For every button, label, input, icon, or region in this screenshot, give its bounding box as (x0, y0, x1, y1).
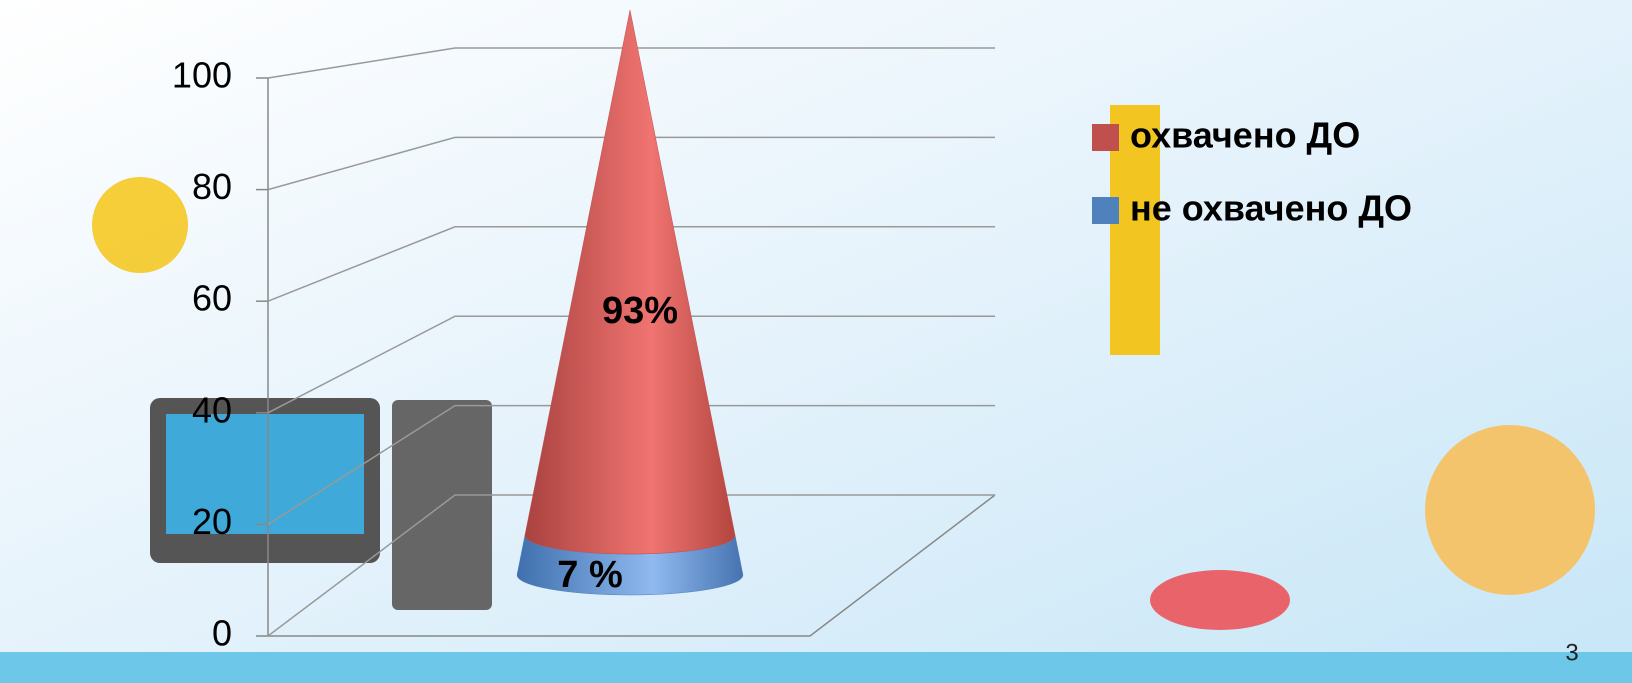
floor-edge (268, 494, 996, 637)
dancer-clipart (1150, 570, 1290, 630)
legend-swatch (1092, 197, 1119, 224)
sun-clipart (92, 177, 188, 273)
bottom-strip (0, 652, 1632, 683)
y-tick-label: 0 (212, 613, 232, 654)
y-tick-label: 20 (192, 501, 232, 542)
data-label: 7 % (557, 554, 622, 596)
data-label: 93% (602, 290, 678, 332)
monitor-screen (166, 414, 364, 534)
legend-label: охвачено ДО (1130, 115, 1360, 156)
y-tick-label: 100 (172, 55, 232, 96)
chart: 0 20 40 60 80 100 7 % 93% охвачено ДО не охвачено… (172, 9, 1412, 654)
page-number: 3 (1565, 639, 1578, 666)
grid-line (267, 47, 995, 79)
grid-line (267, 226, 995, 302)
grid-line (267, 315, 995, 414)
legend-label: не охвачено ДО (1130, 188, 1412, 229)
palette-clipart (1425, 425, 1595, 595)
grid-line (267, 404, 995, 526)
legend-swatch (1092, 124, 1119, 151)
y-tick-label: 80 (192, 166, 232, 207)
y-tick-label: 60 (192, 278, 232, 319)
cone-segment (524, 9, 736, 555)
grid-line (267, 494, 995, 637)
grid-line (267, 136, 995, 191)
y-tick-label: 40 (192, 389, 232, 430)
